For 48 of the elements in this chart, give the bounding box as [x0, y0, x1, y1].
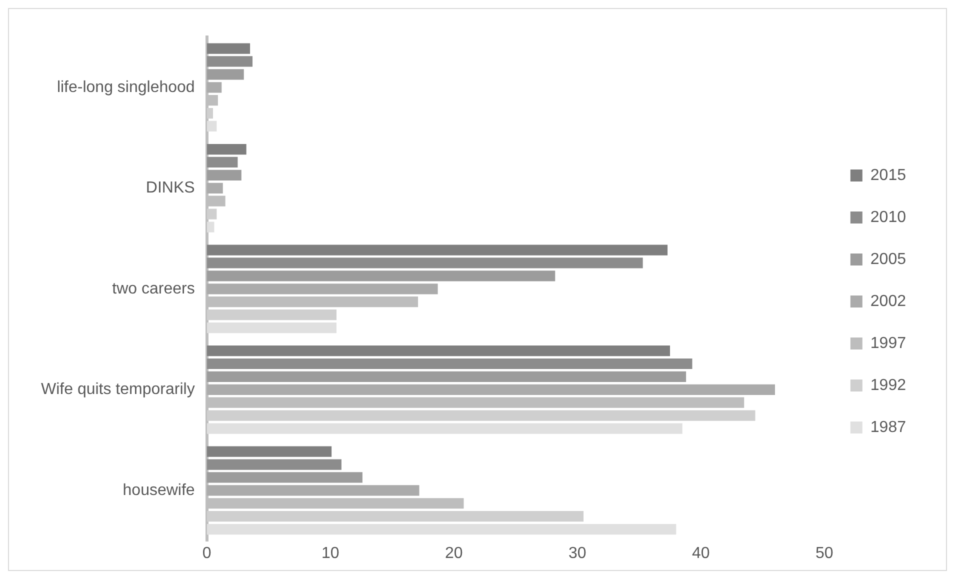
bar [206, 182, 223, 194]
bar [206, 459, 342, 470]
x-tick-label: 20 [444, 544, 463, 562]
legend-label: 2005 [870, 250, 906, 268]
bar [206, 472, 362, 483]
y-tick-label: housewife [122, 482, 195, 499]
bar [206, 423, 682, 434]
bar [206, 371, 686, 382]
legend-label: 1992 [870, 376, 906, 394]
bar [206, 69, 244, 80]
bar [206, 485, 420, 496]
bar [206, 270, 556, 282]
bar [206, 222, 214, 232]
legend-label: 2015 [870, 166, 906, 184]
bar [206, 108, 213, 119]
legend-label: 2010 [870, 208, 906, 226]
legend-label: 1987 [870, 418, 906, 436]
x-tick-label: 0 [202, 544, 212, 562]
bar [206, 358, 692, 370]
bar [206, 524, 676, 535]
x-tick-label: 50 [816, 544, 834, 562]
bar [206, 156, 238, 168]
x-tick-label: 30 [568, 544, 586, 562]
y-tick-label: two careers [112, 280, 195, 298]
x-tick-label: 10 [321, 544, 340, 562]
legend-label: 2002 [870, 292, 906, 310]
y-tick-label: life-long singlehood [56, 78, 195, 96]
bar [206, 511, 584, 522]
bar [206, 258, 643, 268]
bar [206, 345, 670, 356]
bar [206, 410, 756, 421]
bar [206, 56, 253, 67]
bar [206, 43, 250, 54]
y-tick-label: Wife quits temporarily [40, 381, 195, 398]
bar [206, 120, 217, 132]
bar [206, 322, 337, 334]
legend-label: 1997 [870, 334, 906, 352]
bar [206, 208, 217, 220]
bar [206, 384, 775, 395]
x-tick-label: 40 [692, 544, 710, 562]
bar [206, 144, 246, 155]
bar [206, 170, 242, 180]
bar [206, 82, 222, 93]
bar [206, 284, 438, 294]
bar [206, 244, 668, 256]
bar [206, 446, 332, 457]
bar [206, 310, 337, 320]
y-tick-label: DINKS [146, 180, 195, 197]
